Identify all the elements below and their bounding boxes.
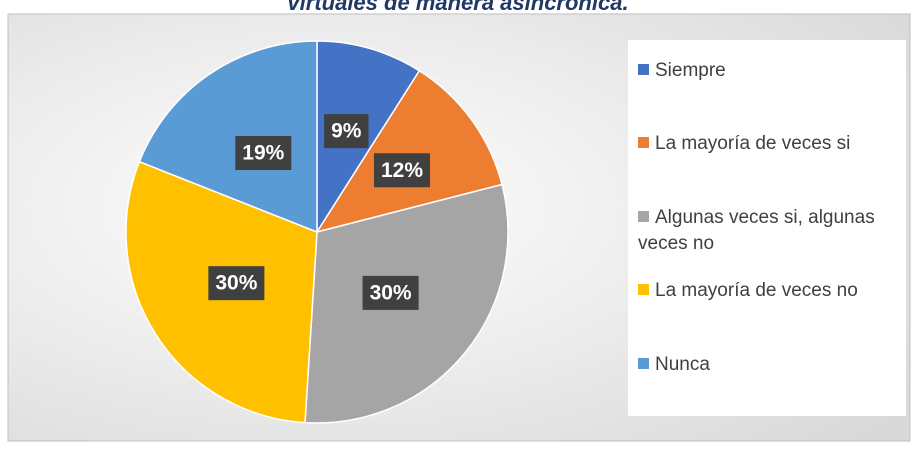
legend-item: Algunas veces si, algunas veces no [638,205,900,257]
legend-label: Nunca [655,354,710,375]
legend: Siempre La mayoría de veces si Algunas vec… [628,40,906,416]
data-label: 9% [331,120,362,143]
chart-title: virtuales de manera asincrónica. [287,0,628,15]
legend-label: La mayoría de veces no [655,280,858,301]
legend-swatch [638,64,649,75]
data-label-box [362,275,419,310]
pie [125,40,509,424]
legend-swatch [638,137,649,148]
legend-label: Algunas veces si, algunas veces no [638,207,875,254]
data-label-box [373,153,431,188]
data-label-box [235,136,292,171]
legend-item: Nunca [638,352,900,378]
legend-swatch [638,358,649,369]
legend-item: Siempre [638,58,900,84]
legend-label: La mayoría de veces si [655,133,851,154]
legend-swatch [638,211,649,222]
pie-slice [315,69,503,234]
data-label: 30% [370,281,412,304]
data-label-box [324,114,369,149]
legend-item: La mayoría de veces si [638,131,900,157]
data-labels: 9% 12% 30% 30% 19% [208,114,431,310]
data-label-box [208,266,265,301]
data-label: 12% [381,159,423,182]
data-label: 19% [242,142,284,165]
legend-item: La mayoría de veces no [638,278,900,304]
data-label: 30% [215,272,257,295]
legend-swatch [638,284,649,295]
legend-label: Siempre [655,60,726,81]
pie-slice [138,40,318,234]
